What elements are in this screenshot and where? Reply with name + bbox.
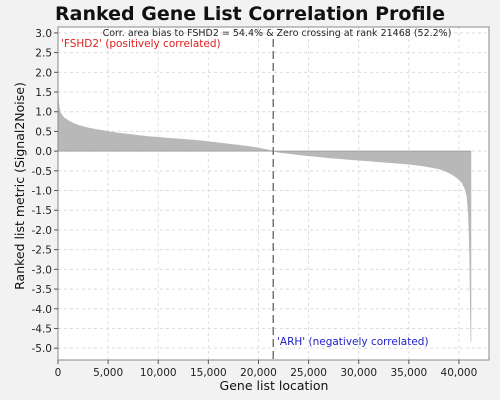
y-tick-label: 1.5 xyxy=(35,87,52,99)
y-axis-ticks: 3.0 2.5 2.0 1.5 1.0 0.5 0.0 -0.5 -1.0 -1.5 -2.0 -2.… xyxy=(32,28,58,355)
y-tick-label: -5.0 xyxy=(32,343,53,355)
y-tick-label: 0.0 xyxy=(35,146,52,158)
y-tick-label: 1.0 xyxy=(35,107,52,119)
y-tick-label: -1.5 xyxy=(32,205,53,217)
x-tick-label: 15,000 xyxy=(190,367,227,379)
series-area xyxy=(57,86,472,343)
y-tick-label: -2.5 xyxy=(32,245,53,257)
x-tick-label: 30,000 xyxy=(340,367,377,379)
x-axis-ticks: 0 5,000 10,000 15,000 20,000 25,000 30,000 35,0… xyxy=(55,360,478,379)
y-tick-label: 2.0 xyxy=(35,67,52,79)
y-tick-label: -3.0 xyxy=(32,264,53,276)
x-tick-label: 20,000 xyxy=(240,367,277,379)
y-tick-label: -4.0 xyxy=(32,304,53,316)
x-tick-label: 35,000 xyxy=(390,367,427,379)
y-axis-label: Ranked list metric (Signal2Noise) xyxy=(12,82,27,290)
annotation-positive: 'FSHD2' (positively correlated) xyxy=(61,38,221,50)
chart-subtitle: Corr. area bias to FSHD2 = 54.4% & Zero … xyxy=(103,28,452,39)
x-tick-label: 5,000 xyxy=(93,367,123,379)
y-tick-label: 3.0 xyxy=(35,28,52,40)
chart-title: Ranked Gene List Correlation Profile xyxy=(55,3,445,25)
x-tick-label: 40,000 xyxy=(441,367,478,379)
series-group xyxy=(57,86,472,343)
x-tick-label: 0 xyxy=(55,367,62,379)
x-tick-label: 25,000 xyxy=(290,367,327,379)
y-tick-label: 0.5 xyxy=(35,126,52,138)
y-tick-label: 2.5 xyxy=(35,48,52,60)
x-tick-label: 10,000 xyxy=(140,367,177,379)
annotation-negative: 'ARH' (negatively correlated) xyxy=(277,336,429,348)
y-tick-label: -3.5 xyxy=(32,284,53,296)
plot-frame xyxy=(57,26,490,361)
y-tick-label: -4.5 xyxy=(32,323,53,335)
y-tick-label: -0.5 xyxy=(32,166,53,178)
y-tick-label: -2.0 xyxy=(32,225,53,237)
y-tick-label: -1.0 xyxy=(32,186,53,198)
x-axis-label: Gene list location xyxy=(220,378,329,393)
